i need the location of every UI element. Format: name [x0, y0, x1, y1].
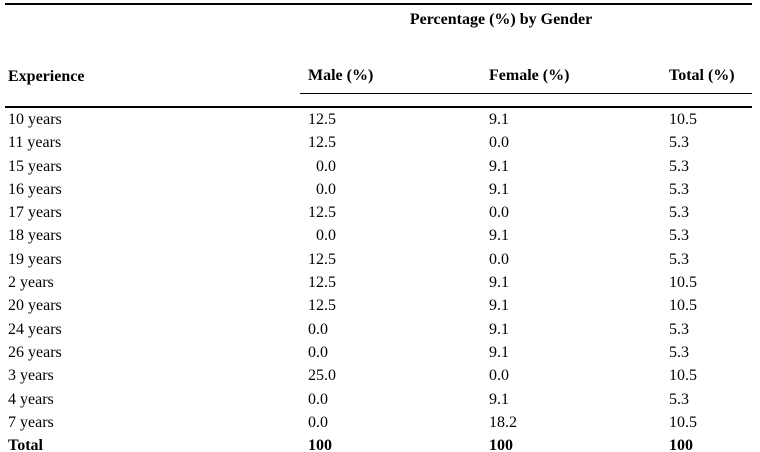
male-cell: 0.0: [308, 157, 336, 175]
table-group-header: Percentage (%) by Gender: [409, 11, 593, 28]
total-cell: 5.3: [669, 204, 689, 222]
experience-cell: 17 years: [8, 204, 62, 222]
table-row: 15 years 0.0 9.1 5.3: [5, 155, 752, 178]
total-cell: 10.5: [669, 111, 697, 128]
male-cell: 25.0: [308, 367, 336, 385]
male-cell: 12.5: [308, 204, 336, 222]
column-header-experience: Experience: [8, 67, 85, 85]
experience-cell: 7 years: [8, 413, 54, 431]
table-row: Total 100 100 100: [5, 434, 752, 452]
total-cell: 5.3: [669, 320, 689, 338]
total-cell: 5.3: [669, 180, 689, 198]
total-cell: 10.5: [669, 274, 697, 292]
female-cell: 9.1: [489, 274, 509, 292]
experience-cell: 19 years: [8, 250, 62, 268]
female-cell: 100: [489, 437, 513, 452]
table-body: 10 years 12.5 9.1 10.5 11 years 12.5 0.0…: [5, 107, 752, 452]
experience-cell: 2 years: [8, 274, 54, 292]
table-row: 7 years 0.0 18.2 10.5: [5, 411, 752, 434]
female-cell: 9.1: [489, 320, 509, 338]
male-cell: 12.5: [308, 250, 336, 268]
total-cell: 10.5: [669, 297, 697, 315]
total-cell: 10.5: [669, 413, 697, 431]
total-cell: 5.3: [669, 157, 689, 175]
table-row: 24 years 0.0 9.1 5.3: [5, 318, 752, 341]
total-cell: 5.3: [669, 227, 689, 245]
column-header-female: Female (%): [481, 57, 661, 94]
total-cell: 5.3: [669, 343, 689, 361]
total-cell: 5.3: [669, 134, 689, 152]
experience-cell: 20 years: [8, 297, 62, 315]
experience-cell: 18 years: [8, 227, 62, 245]
male-cell: 0.0: [308, 343, 328, 361]
female-cell: 9.1: [489, 111, 509, 128]
table-row: 26 years 0.0 9.1 5.3: [5, 341, 752, 364]
table-row: 17 years 12.5 0.0 5.3: [5, 201, 752, 224]
experience-cell: 4 years: [8, 390, 54, 408]
male-cell: 0.0: [308, 413, 328, 431]
female-cell: 9.1: [489, 157, 509, 175]
total-cell: 10.5: [669, 367, 697, 385]
male-cell: 0.0: [308, 227, 336, 245]
table-row: 19 years 12.5 0.0 5.3: [5, 248, 752, 271]
male-cell: 12.5: [308, 274, 336, 292]
header-rule: [5, 93, 753, 108]
female-cell: 18.2: [489, 413, 517, 431]
experience-cell: 16 years: [8, 180, 62, 198]
male-cell: 0.0: [308, 390, 328, 408]
group-header-row: Percentage (%) by Gender: [5, 4, 752, 57]
column-header-total: Total (%): [661, 57, 753, 94]
table-row: 2 years 12.5 9.1 10.5: [5, 271, 752, 294]
experience-cell: 11 years: [8, 134, 62, 152]
female-cell: 9.1: [489, 180, 509, 198]
column-header-row: Experience Male (%) Female (%) Total (%): [5, 57, 753, 94]
table-row: 4 years 0.0 9.1 5.3: [5, 388, 752, 411]
group-header-spacer: [5, 4, 300, 57]
experience-cell: 3 years: [8, 367, 54, 385]
male-cell: 100: [308, 437, 332, 452]
experience-cell: 15 years: [8, 157, 62, 175]
experience-cell: 10 years: [8, 111, 62, 128]
table-row: 20 years 12.5 9.1 10.5: [5, 294, 752, 317]
female-cell: 0.0: [489, 134, 509, 152]
female-cell: 9.1: [489, 390, 509, 408]
total-cell: 5.3: [669, 250, 689, 268]
male-cell: 0.0: [308, 180, 336, 198]
female-cell: 9.1: [489, 297, 509, 315]
gender-percentage-table: Percentage (%) by Gender Experience Male…: [5, 3, 753, 452]
male-cell: 12.5: [308, 297, 336, 315]
female-cell: 0.0: [489, 250, 509, 268]
column-header-male: Male (%): [300, 57, 481, 94]
male-cell: 12.5: [308, 111, 336, 128]
experience-cell: Total: [8, 437, 43, 452]
female-cell: 9.1: [489, 343, 509, 361]
table-row: 3 years 25.0 0.0 10.5: [5, 364, 752, 387]
male-cell: 0.0: [308, 320, 328, 338]
female-cell: 0.0: [489, 204, 509, 222]
total-cell: 100: [669, 437, 693, 452]
female-cell: 0.0: [489, 367, 509, 385]
total-cell: 5.3: [669, 390, 689, 408]
table-row: 16 years 0.0 9.1 5.3: [5, 178, 752, 201]
table-row: 11 years 12.5 0.0 5.3: [5, 131, 752, 154]
female-cell: 9.1: [489, 227, 509, 245]
table-row: 10 years 12.5 9.1 10.5: [5, 107, 752, 131]
header-rule-row: [5, 93, 753, 108]
experience-cell: 24 years: [8, 320, 62, 338]
experience-cell: 26 years: [8, 343, 62, 361]
table-row: 18 years 0.0 9.1 5.3: [5, 224, 752, 247]
male-cell: 12.5: [308, 134, 336, 152]
